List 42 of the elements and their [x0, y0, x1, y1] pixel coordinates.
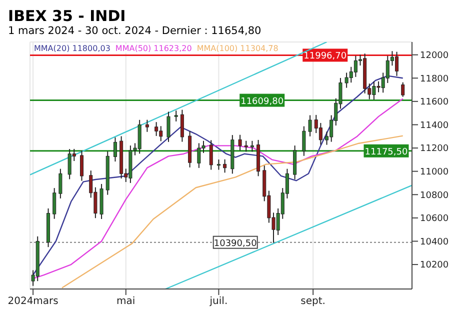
ref-line-label: 11609,80	[240, 96, 284, 107]
candlestick	[174, 110, 178, 122]
text: MMA(20) 11800,03	[34, 44, 110, 53]
chart-title: IBEX 35 - INDI	[8, 7, 127, 25]
candlestick	[238, 134, 242, 152]
candlestick	[145, 119, 149, 132]
y-tick-label: 11800	[420, 74, 449, 84]
text: MMA(50) 11623,20	[115, 44, 192, 53]
candlestick	[166, 111, 170, 142]
candlestick	[58, 168, 62, 199]
candlestick	[113, 136, 117, 162]
candlestick	[318, 122, 322, 146]
candlestick	[80, 150, 84, 182]
y-tick-label: 12000	[420, 51, 449, 62]
y-tick-label: 10800	[420, 190, 449, 201]
candlestick	[216, 159, 220, 170]
candlestick	[52, 188, 56, 220]
candlestick	[302, 126, 306, 156]
candlestick	[180, 109, 184, 142]
y-tick-label: 11400	[420, 120, 449, 131]
candlestick	[401, 82, 405, 98]
ref-line-label: 11996,70	[304, 52, 347, 62]
ref-line-label: 11175,50	[364, 147, 408, 158]
candlestick	[154, 122, 158, 136]
candlestick	[223, 158, 227, 174]
candlestick	[308, 114, 312, 137]
x-tick-label: juil.	[208, 296, 228, 308]
candlestick	[244, 140, 248, 152]
y-tick-label: 10200	[420, 260, 449, 271]
y-tick-label: 11600	[420, 98, 449, 108]
ref-line-label: 10390,50	[214, 238, 258, 249]
y-tick-label: 10600	[420, 214, 449, 224]
x-tick-label: 2024mars	[8, 296, 58, 308]
y-tick-label: 10400	[420, 237, 449, 248]
text: MMA(100) 11304,78	[196, 44, 278, 53]
candlestick	[250, 140, 254, 152]
y-tick-label: 11000	[420, 168, 449, 178]
x-tick-label: mai	[116, 296, 136, 308]
chart-subtitle: 1 mars 2024 - 30 oct. 2024 - Dernier : 11654,80	[8, 25, 262, 38]
candlestick	[209, 140, 213, 170]
x-tick-label: sept.	[300, 296, 326, 308]
y-tick-label: 11200	[420, 144, 449, 154]
